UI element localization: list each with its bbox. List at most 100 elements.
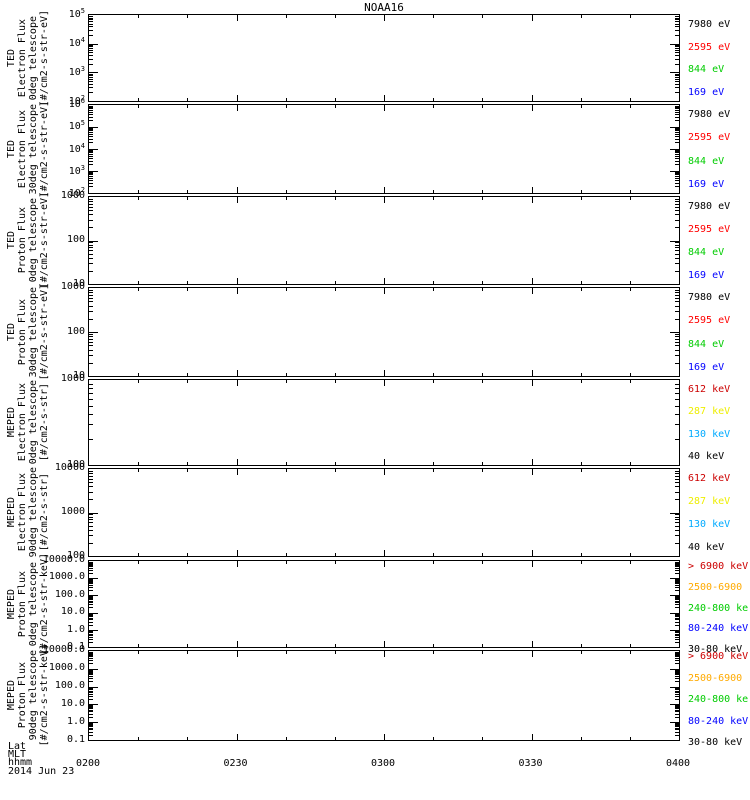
tick-mark xyxy=(581,553,582,556)
tick-mark xyxy=(675,471,679,472)
tick-mark xyxy=(675,625,679,626)
tick-mark xyxy=(138,469,139,472)
tick-mark xyxy=(89,619,93,620)
tick-mark xyxy=(675,245,679,246)
tick-mark xyxy=(89,227,93,228)
tick-mark xyxy=(89,306,93,307)
tick-mark xyxy=(89,363,93,364)
tick-mark xyxy=(335,651,336,654)
tick-mark xyxy=(675,653,679,654)
legend-entry: 169 eV xyxy=(688,179,725,190)
y-axis-title-line: 0deg telescope xyxy=(28,198,39,283)
tick-mark xyxy=(675,107,679,108)
tick-mark xyxy=(89,75,93,76)
tick-mark xyxy=(433,197,434,200)
legend-entry: 80-240 keV xyxy=(688,715,749,727)
tick-mark xyxy=(675,681,679,682)
y-axis-title-line: 0deg telescope xyxy=(28,380,39,465)
tick-mark xyxy=(670,171,679,172)
tick-mark xyxy=(89,150,93,151)
tick-mark xyxy=(675,615,679,616)
tick-mark xyxy=(89,707,93,708)
tick-mark xyxy=(675,689,679,690)
tick-mark xyxy=(89,656,93,657)
tick-mark xyxy=(89,543,93,544)
tick-mark xyxy=(433,105,434,108)
tick-mark xyxy=(670,149,679,150)
legend-entry: 7980 eV xyxy=(688,109,731,120)
tick-mark xyxy=(89,127,98,128)
tick-mark xyxy=(482,288,483,291)
tick-mark xyxy=(89,704,98,705)
tick-mark xyxy=(581,469,582,472)
tick-mark xyxy=(675,154,679,155)
y-tick-label: 10 xyxy=(72,370,85,381)
legend-entry: 240-800 ke xyxy=(688,694,749,705)
legend-entry: 7980 eV xyxy=(688,201,731,212)
tick-mark xyxy=(675,672,679,673)
tick-mark xyxy=(89,339,93,340)
tick-mark xyxy=(675,92,679,93)
legend-entry: 2595 eV xyxy=(688,224,731,235)
tick-mark xyxy=(675,301,679,302)
tick-mark xyxy=(675,45,679,46)
tick-mark xyxy=(237,105,238,111)
tick-mark xyxy=(532,469,533,475)
tick-mark xyxy=(675,724,679,725)
y-axis-title-line: [#/cm2-s-str-keV] xyxy=(39,644,50,747)
y-axis-title-line: MEPED xyxy=(6,407,17,438)
tick-mark xyxy=(138,281,139,284)
x-tick-label: 0400 xyxy=(665,758,691,769)
tick-mark xyxy=(433,288,434,291)
tick-mark xyxy=(89,565,93,566)
tick-mark xyxy=(89,161,93,162)
tick-mark xyxy=(89,24,93,25)
tick-mark xyxy=(675,439,679,440)
x-tick-label: 0300 xyxy=(370,758,396,769)
tick-mark xyxy=(89,602,93,603)
tick-mark xyxy=(89,439,93,440)
tick-mark xyxy=(675,568,679,569)
tick-mark xyxy=(675,619,679,620)
tick-mark xyxy=(482,15,483,18)
tick-mark xyxy=(89,492,93,493)
panel-ted-proton-30deg xyxy=(88,287,680,377)
tick-mark xyxy=(89,652,93,653)
y-tick-label: 1.0 xyxy=(66,716,85,727)
tick-mark xyxy=(89,660,93,661)
tick-mark xyxy=(675,714,679,715)
tick-mark xyxy=(581,288,582,291)
tick-mark xyxy=(89,479,93,480)
tick-mark xyxy=(675,290,679,291)
tick-mark xyxy=(482,190,483,193)
tick-mark xyxy=(675,64,679,65)
tick-mark xyxy=(89,84,93,85)
tick-mark xyxy=(675,699,679,700)
tick-mark xyxy=(630,553,631,556)
tick-mark xyxy=(138,197,139,200)
y-axis-title-line: Proton Flux xyxy=(17,570,28,638)
tick-mark xyxy=(581,105,582,108)
tick-mark xyxy=(675,74,679,75)
tick-mark xyxy=(89,676,93,677)
tick-mark xyxy=(581,197,582,200)
tick-mark xyxy=(675,77,679,78)
y-axis-title-ted-proton-0deg: TED Proton Flux 0deg telescope [#/cm2-s-str… xyxy=(6,192,56,288)
tick-mark xyxy=(482,651,483,654)
tick-mark xyxy=(675,106,679,107)
tick-mark xyxy=(675,414,679,415)
tick-mark xyxy=(675,142,679,143)
y-tick-label: 10.0 xyxy=(60,698,85,709)
y-axis-title-line: MEPED xyxy=(6,680,17,711)
tick-mark xyxy=(675,725,679,726)
tick-mark xyxy=(675,271,679,272)
tick-mark xyxy=(89,50,93,51)
tick-mark xyxy=(433,561,434,564)
tick-mark xyxy=(89,688,93,689)
tick-mark xyxy=(89,171,98,172)
tick-mark xyxy=(581,737,582,740)
y-tick-label: 100.0 xyxy=(54,588,85,600)
y-axis-title-line: [#/cm2-s-str-eV] xyxy=(39,100,50,198)
tick-mark xyxy=(89,562,93,563)
panel-meped-electron-0deg xyxy=(88,379,680,466)
